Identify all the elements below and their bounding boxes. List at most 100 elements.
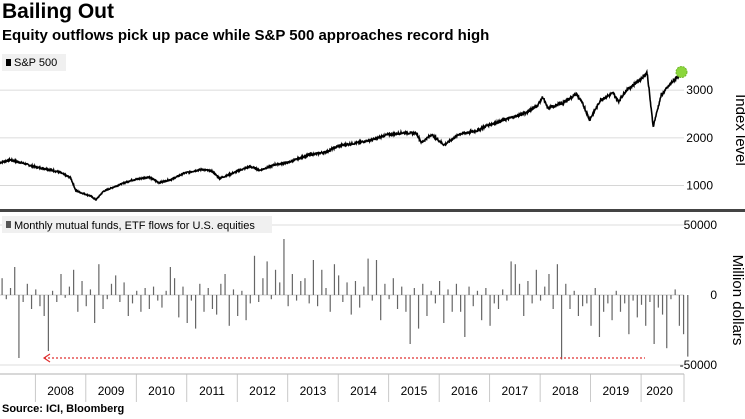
flow-bar [363, 286, 365, 295]
flow-bar [523, 295, 525, 316]
flow-bar [338, 275, 340, 295]
flow-bar [573, 290, 575, 295]
flow-bar [666, 295, 668, 349]
flows-legend-box [2, 216, 272, 233]
flow-bar [350, 295, 352, 315]
flow-bar [152, 286, 155, 295]
flow-bar [401, 286, 403, 295]
flow-bar [493, 295, 495, 304]
flows-legend-label: Monthly mutual funds, ETF flows for U.S.… [14, 220, 255, 232]
flow-bar [636, 295, 638, 318]
flow-bar [565, 283, 567, 295]
flow-bar [85, 295, 87, 307]
flow-bar [481, 295, 483, 321]
flow-bar [527, 281, 529, 295]
x-axis-year-label: 2014 [350, 384, 377, 398]
flow-bar [329, 295, 331, 312]
flow-bar [228, 295, 230, 326]
flow-bar [94, 295, 96, 323]
flow-bar [35, 289, 37, 295]
flow-bar [346, 282, 348, 295]
flow-bar [594, 288, 596, 295]
flow-bar [51, 290, 54, 295]
x-axis: 2008 2009 2010 2011 2012 2013 2014 2015 2016 2017… [0, 373, 685, 402]
flows-legend-swatch [6, 221, 11, 228]
x-axis-year-label: 2015 [401, 384, 428, 398]
flows-panel: Monthly mutual funds, ETF flows for U.S.… [0, 216, 745, 372]
flow-bar [300, 281, 302, 295]
flow-bar [455, 283, 458, 295]
flow-bar [173, 278, 176, 295]
flow-bar [89, 289, 92, 295]
flow-bar [190, 295, 192, 301]
x-axis-year-label: 2009 [98, 384, 125, 398]
flow-bar [460, 295, 462, 312]
flows-y-tick-label: -50000 [680, 358, 718, 372]
chart-subtitle: Equity outflows pick up pace while S&P 5… [2, 27, 490, 44]
flow-bar [384, 283, 386, 295]
flow-bar [333, 264, 336, 295]
sp500-legend-box [2, 54, 66, 71]
flow-bar [514, 264, 516, 295]
flow-bar [266, 261, 268, 295]
flow-bar [110, 283, 113, 295]
flow-bar [39, 295, 41, 307]
flow-bar [1, 278, 3, 295]
flow-bar [60, 274, 62, 295]
flow-bar [548, 274, 550, 295]
flow-bar [73, 269, 75, 295]
flow-bar [359, 295, 361, 308]
flow-bar [447, 289, 449, 295]
flow-bar [552, 295, 554, 309]
flow-bar [506, 295, 508, 301]
flow-bar [611, 295, 613, 321]
flow-bar [115, 275, 117, 295]
flows-y-axis-title: Million dollars [729, 255, 745, 346]
flow-bar [30, 295, 33, 309]
flow-bar [539, 295, 542, 301]
flow-bar [245, 295, 247, 321]
flow-bar [186, 295, 188, 323]
flow-bar [645, 295, 647, 326]
flow-bar [598, 295, 601, 337]
flow-bar [682, 295, 685, 335]
flow-bar [47, 295, 49, 351]
flow-bar [304, 278, 306, 295]
flow-bar [136, 290, 138, 295]
flow-bar [502, 289, 504, 295]
flow-bar [237, 295, 239, 316]
flow-bar [624, 295, 626, 304]
flow-bar [628, 295, 630, 335]
flow-bar [253, 255, 256, 295]
x-axis-year-label: 2012 [249, 384, 276, 398]
flow-bar [375, 260, 378, 295]
flow-bar [649, 295, 651, 302]
flow-bar [312, 260, 314, 295]
flow-bar [670, 295, 672, 300]
flow-bar [131, 295, 134, 304]
flow-bar [657, 295, 659, 308]
sp500-y-tick-label: 1000 [686, 179, 713, 193]
flow-bar [451, 295, 453, 312]
flow-bar [582, 295, 584, 307]
flow-bar [468, 286, 470, 295]
flow-bar [687, 295, 689, 357]
flow-bar [464, 295, 466, 337]
flow-bar [535, 269, 537, 295]
flow-bar [405, 295, 407, 312]
flow-bar [241, 290, 243, 295]
flow-bar [577, 295, 580, 316]
x-axis-year-label: 2010 [148, 384, 175, 398]
flow-bar [544, 286, 546, 295]
flow-bar [380, 295, 382, 321]
x-axis-year-label: 2017 [502, 384, 529, 398]
flow-bar [56, 295, 58, 302]
flow-bar [220, 283, 222, 295]
x-axis-year-label: 2019 [603, 384, 630, 398]
flow-bar [438, 281, 441, 295]
sp500-plot-area [0, 50, 684, 209]
flow-bar [178, 295, 180, 318]
flow-bar [165, 290, 167, 295]
flow-bar [262, 278, 264, 295]
